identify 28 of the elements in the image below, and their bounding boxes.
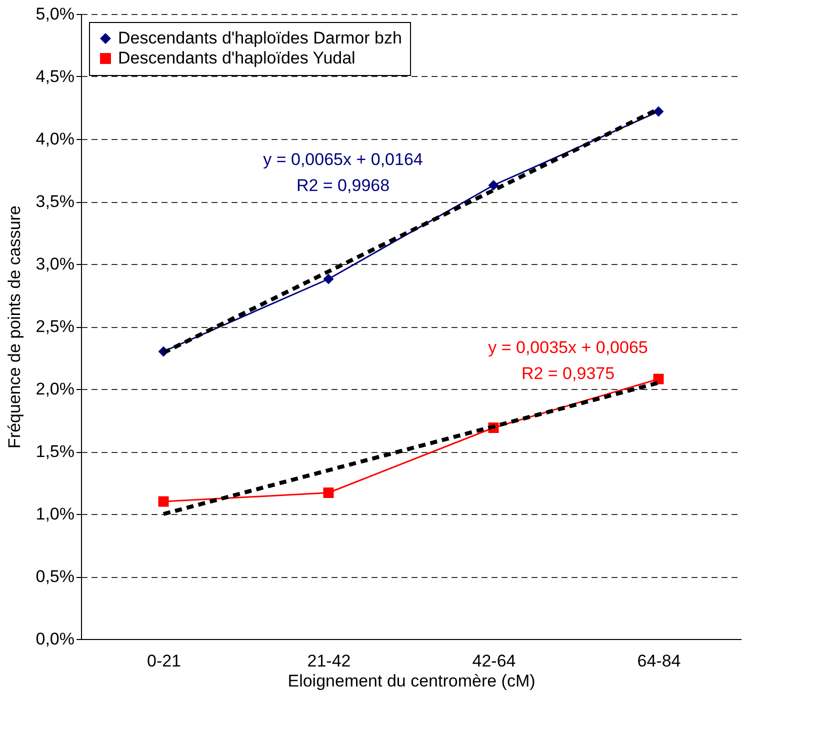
y-tick-label: 2,0% [36, 380, 74, 398]
point [323, 488, 334, 498]
annotation: R2 = 0,9375 [521, 364, 615, 383]
y-tick-label: 5,0% [36, 4, 74, 24]
y-tick-label: 3,5% [36, 192, 74, 211]
annotation: y = 0,0035x + 0,0065 [488, 338, 648, 357]
point [653, 106, 664, 117]
x-axis-title: Eloignement du centromère (cM) [288, 672, 536, 690]
x-tick-label: 0-21 [146, 652, 182, 670]
x-tick-label: 42-64 [472, 652, 516, 670]
y-axis-title: Fréquence de points de cassure [4, 206, 24, 448]
legend-label: Descendants d'haploïdes Darmor bzh [118, 28, 402, 48]
legend-label: Descendants d'haploïdes Yudal [118, 48, 356, 68]
annotation: R2 = 0,9968 [296, 176, 390, 195]
point [158, 496, 169, 507]
y-tick-label: 4,0% [36, 130, 74, 148]
y-tick-label: 0,0% [36, 630, 74, 648]
y-tick-label: 4,5% [36, 67, 74, 86]
point [488, 180, 499, 190]
x-tick-label: 21-42 [307, 652, 351, 670]
y-tick-label: 1,5% [36, 442, 74, 461]
annotation: y = 0,0065x + 0,0164 [263, 150, 423, 169]
x-tick-label: 64-84 [637, 652, 681, 670]
y-tick-label: 1,0% [36, 504, 74, 524]
y-tick-label: 2,5% [36, 317, 74, 336]
y-tick-label: 3,0% [36, 254, 74, 274]
point [323, 274, 334, 284]
y-tick-label: 0,5% [36, 567, 74, 586]
